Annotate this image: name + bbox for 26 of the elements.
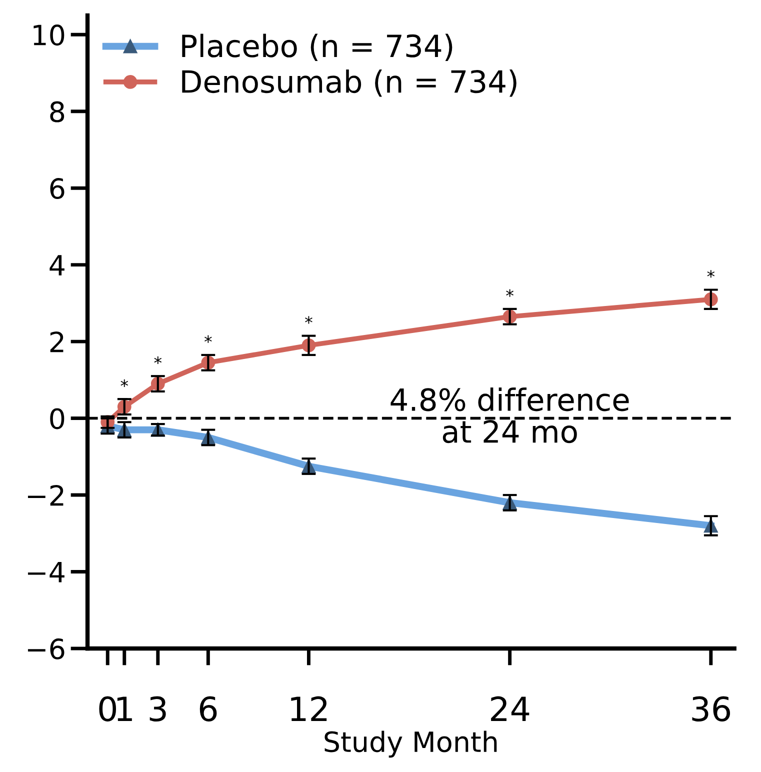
annotation: * bbox=[506, 289, 514, 297]
annotation: * bbox=[154, 356, 162, 364]
x-tick-label: 24 bbox=[491, 696, 530, 722]
y-tick-label: 10 bbox=[34, 24, 64, 46]
y-tick-label: 0 bbox=[50, 408, 64, 430]
x-tick-label: 6 bbox=[200, 696, 217, 722]
annotation: * bbox=[120, 379, 128, 388]
x-tick-label: 1 bbox=[117, 696, 132, 722]
legend-label: Placebo (n = 734) bbox=[182, 34, 452, 62]
x-tick-label: 0 bbox=[99, 696, 116, 722]
y-tick-label: −2 bbox=[28, 484, 64, 506]
y-tick-label: 4 bbox=[50, 255, 64, 276]
y-tick-label: 6 bbox=[50, 178, 64, 200]
legend-label: Denosumab (n = 734) bbox=[182, 69, 516, 97]
y-tick-label: −4 bbox=[28, 562, 64, 582]
x-tick-label: 12 bbox=[291, 696, 327, 722]
x-tick-label: 3 bbox=[150, 696, 166, 722]
x-tick-label: 36 bbox=[692, 696, 730, 722]
annotation: * bbox=[707, 270, 715, 278]
annotation: 4.8% difference at 24 mo bbox=[390, 388, 629, 444]
annotation: * bbox=[204, 335, 212, 343]
y-tick-label: 2 bbox=[50, 331, 64, 352]
x-axis-title: Study Month bbox=[324, 730, 497, 758]
y-tick-label: 8 bbox=[50, 101, 64, 122]
y-tick-label: −6 bbox=[28, 638, 64, 660]
annotation: * bbox=[305, 316, 312, 324]
